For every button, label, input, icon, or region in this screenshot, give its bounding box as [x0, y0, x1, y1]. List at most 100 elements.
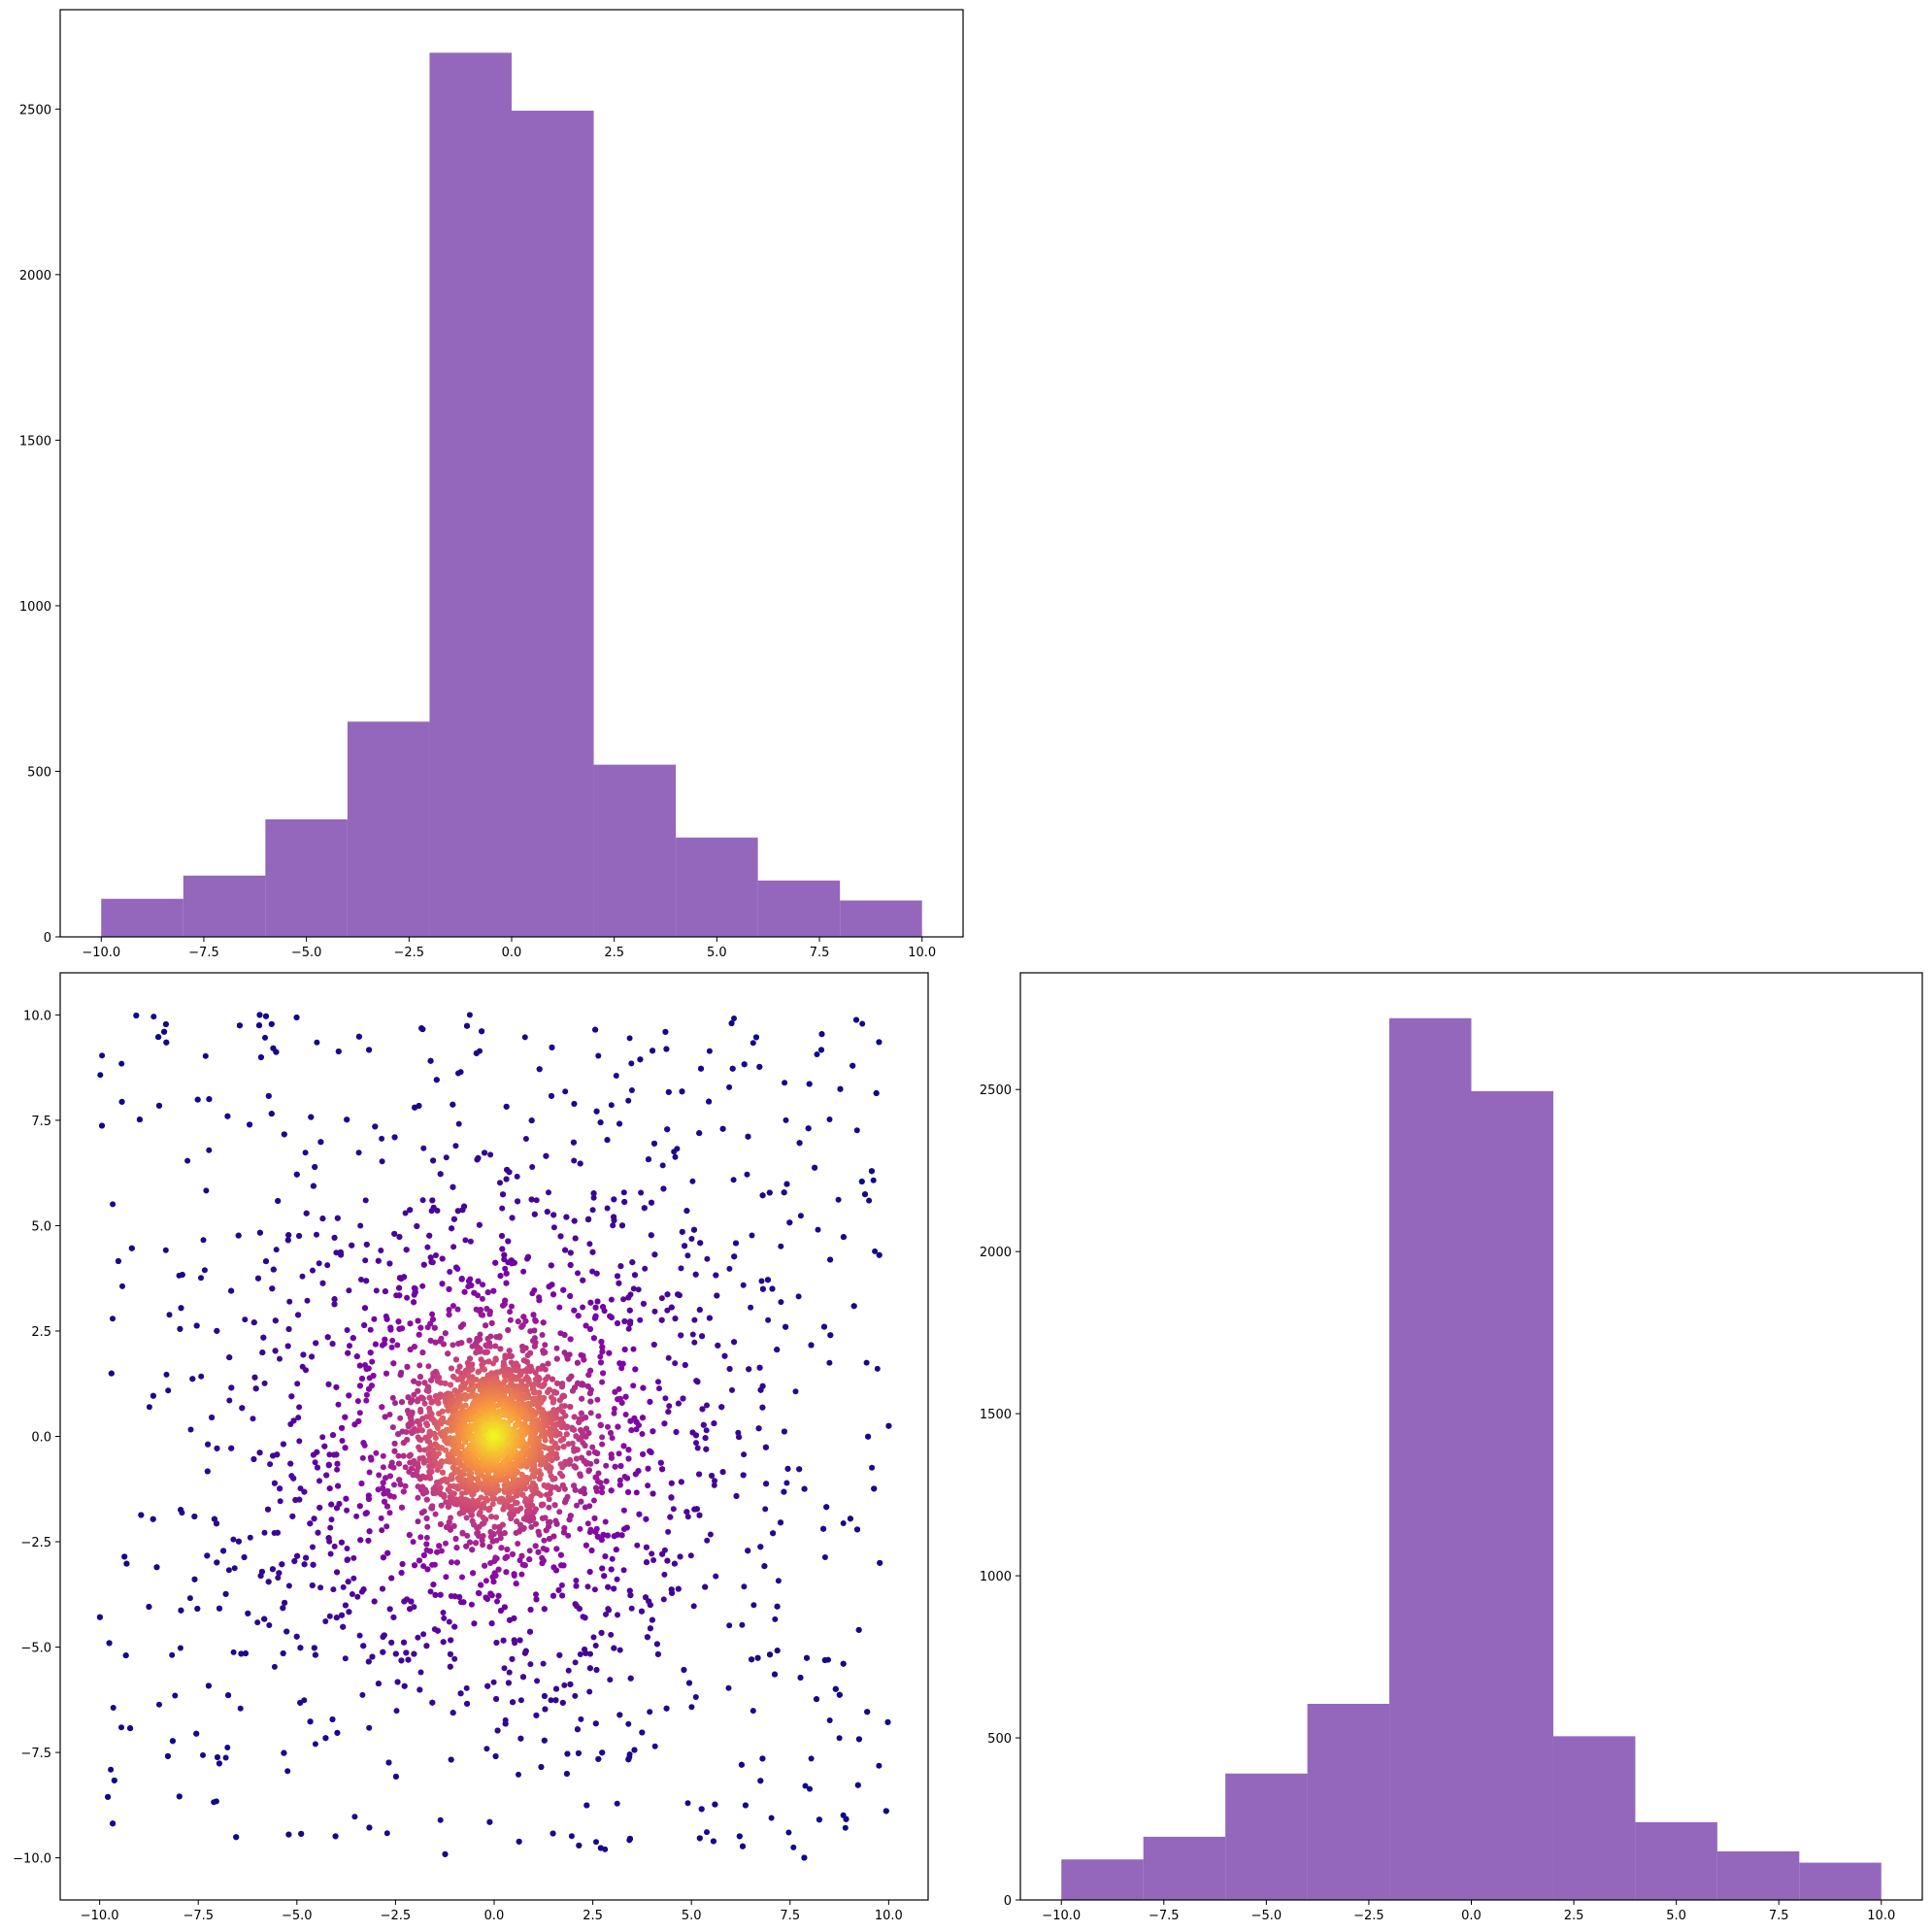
- scatter-point: [436, 1543, 443, 1549]
- scatter-point: [391, 1440, 398, 1447]
- scatter-point: [849, 1062, 856, 1069]
- scatter-point: [293, 1015, 300, 1020]
- scatter-point: [268, 1111, 275, 1117]
- scatter-point: [335, 1049, 342, 1054]
- scatter-point: [774, 1648, 781, 1654]
- scatter-point: [284, 1237, 291, 1244]
- scatter-point: [801, 1485, 808, 1492]
- scatter-point: [591, 1586, 598, 1593]
- scatter-point: [571, 1307, 578, 1314]
- scatter-point: [504, 1553, 511, 1560]
- scatter-point: [688, 1704, 695, 1711]
- scatter-point: [683, 1208, 690, 1215]
- scatter-point: [366, 1824, 373, 1831]
- scatter-point: [644, 1559, 650, 1566]
- scatter-point: [539, 1332, 546, 1338]
- scatter-point: [438, 1548, 445, 1554]
- scatter-point: [247, 1534, 253, 1541]
- scatter-point: [297, 1485, 304, 1492]
- scatter-point: [853, 1127, 860, 1134]
- scatter-point: [500, 1302, 507, 1309]
- scatter-point: [699, 1333, 706, 1340]
- scatter-point: [268, 1020, 275, 1027]
- scatter-point: [671, 1149, 678, 1155]
- scatter-point: [295, 1312, 302, 1318]
- scatter-point: [680, 1395, 686, 1402]
- scatter-point: [392, 1773, 399, 1780]
- scatter-point: [593, 1839, 599, 1846]
- scatter-point: [331, 1296, 338, 1303]
- scatter-point: [522, 1496, 529, 1502]
- scatter-point: [400, 1452, 407, 1459]
- scatter-point: [542, 1366, 549, 1373]
- scatter-point: [411, 1299, 417, 1306]
- scatter-point: [335, 1401, 342, 1408]
- scatter-point: [387, 1326, 394, 1333]
- scatter-point: [571, 1157, 578, 1164]
- scatter-point: [647, 1625, 653, 1632]
- scatter-point: [671, 1560, 678, 1567]
- scatter-point: [557, 1233, 564, 1240]
- scatter-point: [462, 1237, 469, 1244]
- scatter-point: [609, 1435, 616, 1442]
- scatter-point: [575, 1380, 582, 1386]
- scatter-point: [493, 1537, 500, 1544]
- scatter-point: [582, 1647, 588, 1652]
- scatter-point: [821, 1554, 828, 1560]
- scatter-point: [580, 1277, 586, 1283]
- scatter-point: [840, 1520, 847, 1526]
- scatter-point: [411, 1291, 417, 1298]
- scatter-point: [269, 1566, 276, 1573]
- scatter-point: [436, 1450, 442, 1457]
- scatter-point: [442, 1330, 449, 1337]
- scatter-point: [632, 1471, 639, 1478]
- scatter-point: [571, 1414, 578, 1420]
- scatter-point: [874, 1365, 881, 1372]
- scatter-point: [488, 1514, 495, 1520]
- scatter-point: [392, 1650, 399, 1657]
- scatter-point: [349, 1242, 355, 1249]
- scatter-point: [293, 1171, 300, 1178]
- scatter-point: [456, 1363, 463, 1370]
- scatter-point: [307, 1520, 314, 1527]
- scatter-point: [200, 1751, 206, 1758]
- scatter-point: [496, 1334, 503, 1341]
- scatter-point: [541, 1606, 548, 1613]
- scatter-point: [668, 1586, 675, 1593]
- scatter-point: [778, 1299, 784, 1306]
- scatter-point: [611, 1645, 617, 1651]
- scatter-point: [626, 1587, 633, 1594]
- scatter-point: [274, 1529, 281, 1536]
- scatter-point: [411, 1604, 417, 1611]
- scatter-point: [275, 1575, 282, 1582]
- scatter-point: [110, 1705, 117, 1711]
- scatter-point: [365, 1492, 372, 1499]
- scatter-point: [448, 1365, 454, 1372]
- scatter-point: [555, 1586, 562, 1593]
- scatter-point: [384, 1487, 391, 1494]
- scatter-point: [483, 1746, 490, 1752]
- scatter-point: [342, 1602, 349, 1609]
- scatter-point: [529, 1502, 536, 1509]
- scatter-point: [635, 1286, 642, 1293]
- scatter-point: [388, 1459, 395, 1466]
- scatter-point: [608, 1631, 615, 1638]
- scatter-point: [600, 1370, 607, 1377]
- scatter-point: [424, 1244, 431, 1250]
- scatter-point: [274, 1451, 281, 1458]
- scatter-point: [836, 1735, 843, 1742]
- scatter-point: [193, 1322, 200, 1329]
- histogram-bar: [183, 875, 266, 937]
- scatter-point: [501, 1604, 508, 1611]
- scatter-point: [231, 1565, 238, 1572]
- scatter-point: [338, 1539, 345, 1546]
- scatter-point: [630, 1382, 637, 1389]
- scatter-point: [863, 1359, 870, 1366]
- scatter-point: [855, 1626, 862, 1633]
- scatter-point: [388, 1575, 395, 1582]
- scatter-point: [481, 1366, 487, 1373]
- x-tick-label: 7.5: [810, 946, 830, 960]
- scatter-point: [419, 1454, 426, 1461]
- scatter-point: [492, 1554, 499, 1561]
